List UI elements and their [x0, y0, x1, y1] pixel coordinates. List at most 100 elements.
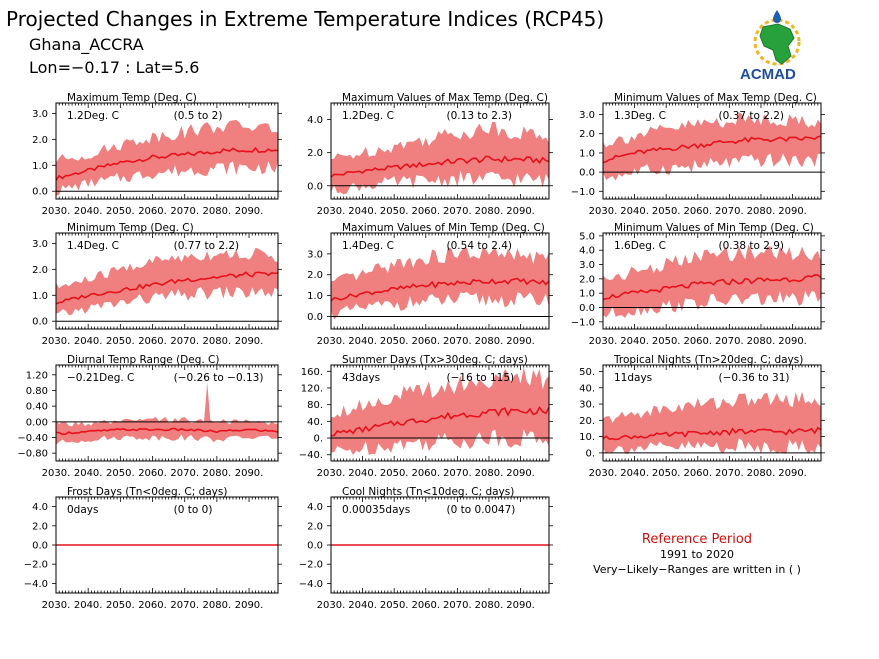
- y-tick-label: 0.: [313, 434, 323, 445]
- y-tick-label: −40.: [299, 450, 323, 461]
- panel-range: (−16 to 115): [447, 372, 515, 384]
- y-tick-label: 0.80: [26, 386, 48, 397]
- y-tick-label: 2.0: [307, 521, 323, 532]
- x-tick-label: 2060.: [138, 600, 167, 611]
- x-tick-label: 2030.: [42, 600, 71, 611]
- x-tick-label: 2050.: [652, 336, 681, 347]
- y-tick-label: −1.0: [571, 317, 595, 328]
- panel-range: (0.77 to 2.2): [174, 240, 240, 252]
- x-tick-label: 2090.: [506, 206, 535, 217]
- x-tick-label: 2060.: [683, 468, 712, 479]
- x-tick-label: 2070.: [443, 468, 472, 479]
- panel-range: (−0.26 to −0.13): [174, 372, 264, 384]
- x-tick-label: 2030.: [317, 336, 346, 347]
- y-tick-label: 0.0: [579, 168, 595, 179]
- panel-stat: 1.4Deg. C: [342, 240, 394, 252]
- x-tick-label: 2060.: [411, 206, 440, 217]
- y-tick-label: 0.0: [307, 541, 323, 552]
- y-tick-label: 1.0: [579, 289, 595, 300]
- likely-range-band: [331, 367, 549, 456]
- x-tick-label: 2040.: [74, 336, 103, 347]
- plot-frame: [55, 102, 279, 200]
- median-line: [55, 271, 279, 305]
- acmad-logo: ACMAD: [740, 10, 801, 83]
- y-tick-label: 3.0: [32, 109, 48, 120]
- band-spike: [204, 382, 211, 422]
- likely-range-band: [603, 112, 821, 181]
- y-tick-label: 5.0: [579, 231, 595, 242]
- x-tick-label: 2050.: [380, 468, 409, 479]
- x-tick-label: 2060.: [683, 206, 712, 217]
- panel-title: Tropical Nights (Tn>20deg. C; days): [613, 354, 803, 366]
- x-tick-label: 2050.: [380, 206, 409, 217]
- plot-frame: [330, 364, 550, 462]
- x-tick-label: 2050.: [652, 206, 681, 217]
- x-tick-label: 2070.: [715, 336, 744, 347]
- x-tick-label: 2040.: [620, 336, 649, 347]
- reference-years: 1991 to 2020: [660, 548, 734, 561]
- y-tick-label: 0.0: [32, 541, 48, 552]
- x-tick-label: 2030.: [42, 468, 71, 479]
- y-tick-label: 3.0: [579, 110, 595, 121]
- page-title: Projected Changes in Extreme Temperature…: [6, 7, 604, 31]
- y-tick-label: 20.: [579, 416, 595, 427]
- x-tick-label: 2050.: [380, 336, 409, 347]
- x-tick-label: 2080.: [747, 336, 776, 347]
- y-tick-label: 3.0: [307, 249, 323, 260]
- y-tick-label: −2.0: [299, 560, 323, 571]
- chart-panel: 2030. 2040. 2050. 2060. 2070. 2080. 2090.4.02.…: [24, 486, 282, 611]
- x-tick-label: 2070.: [715, 206, 744, 217]
- water-drop-icon: [773, 10, 781, 23]
- x-tick-label: 2070.: [170, 468, 199, 479]
- y-tick-label: 40.: [307, 417, 323, 428]
- x-tick-label: 2090.: [235, 600, 264, 611]
- y-tick-label: 1.20: [26, 370, 48, 381]
- y-tick-label: 0.00: [26, 417, 48, 428]
- y-tick-label: 30.: [579, 400, 595, 411]
- x-tick-label: 2040.: [620, 468, 649, 479]
- x-tick-label: 2050.: [106, 468, 135, 479]
- x-tick-label: 2090.: [778, 336, 807, 347]
- median-line: [330, 405, 550, 437]
- chart-panel: 2030. 2040. 2050. 2060. 2070. 2080. 2090. 1.20 0…: [17, 354, 282, 479]
- panel-grid: 2030. 2040. 2050. 2060. 2070. 2080. 2090.3.02.…: [17, 92, 825, 611]
- x-tick-label: 2040.: [74, 206, 103, 217]
- panel-stat: 0.00035days: [342, 504, 410, 516]
- y-tick-label: 10.: [579, 432, 595, 443]
- y-tick-label: 1.0: [32, 161, 48, 172]
- plot-frame: [602, 232, 822, 330]
- y-tick-label: 2.0: [579, 129, 595, 140]
- x-tick-label: 2090.: [506, 336, 535, 347]
- panel-title: Diurnal Temp Range (Deg. C): [67, 354, 219, 366]
- median-line: [602, 426, 822, 441]
- x-tick-label: 2080.: [747, 206, 776, 217]
- y-tick-label: 2.0: [579, 274, 595, 285]
- y-tick-label: 160.: [301, 367, 323, 378]
- y-tick-label: 0.0: [579, 303, 595, 314]
- chart-panel: 2030. 2040. 2050. 2060. 2070. 2080. 2090. 50. 40…: [579, 354, 825, 479]
- x-tick-label: 2050.: [106, 206, 135, 217]
- panel-title: Minimum Temp (Deg. C): [67, 222, 194, 234]
- x-tick-label: 2030.: [42, 336, 71, 347]
- x-tick-label: 2060.: [683, 336, 712, 347]
- y-tick-label: 2.0: [32, 521, 48, 532]
- x-tick-label: 2070.: [443, 600, 472, 611]
- coords-label: Lon=−0.17 : Lat=5.6: [29, 58, 199, 77]
- median-line: [55, 427, 279, 436]
- median-line: [55, 146, 279, 181]
- x-tick-label: 2040.: [348, 468, 377, 479]
- y-tick-label: 80.: [307, 400, 323, 411]
- x-tick-label: 2040.: [348, 206, 377, 217]
- x-tick-label: 2080.: [475, 468, 504, 479]
- x-tick-label: 2060.: [138, 206, 167, 217]
- panel-stat: −0.21Deg. C: [67, 372, 134, 384]
- y-tick-label: 4.0: [579, 246, 595, 257]
- panel-stat: 1.4Deg. C: [67, 240, 119, 252]
- plot-frame: [55, 232, 279, 330]
- y-tick-label: 1.0: [307, 291, 323, 302]
- chart-panel: 2030. 2040. 2050. 2060. 2070. 2080. 2090. 5.0 4.…: [571, 222, 825, 347]
- chart-panel: 2030. 2040. 2050. 2060. 2070. 2080. 2090.4.02.…: [299, 486, 553, 611]
- y-tick-label: 2.0: [307, 148, 323, 159]
- x-tick-label: 2090.: [778, 206, 807, 217]
